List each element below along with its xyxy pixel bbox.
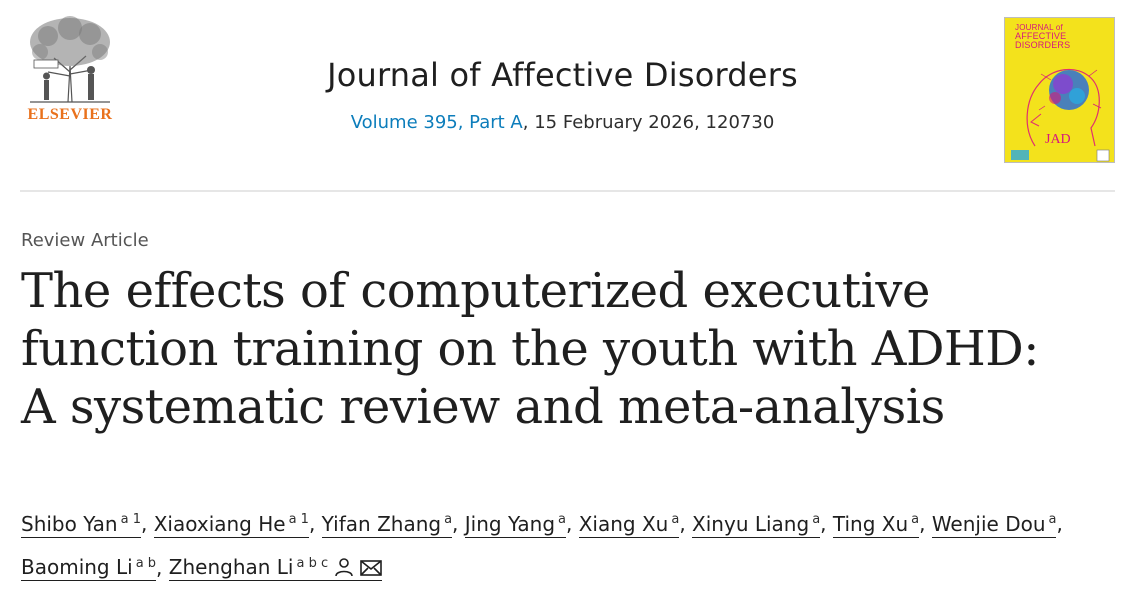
- issue-date-article-number: , 15 February 2026, 120730: [522, 112, 775, 133]
- author-name: Ting Xu: [832, 511, 909, 536]
- author-list: Shibo Yan a 1, Xiaoxiang He a 1, Yifan Zha…: [21, 500, 1131, 590]
- header-divider: [20, 190, 1115, 192]
- author-affiliation: a: [444, 512, 453, 527]
- author-affiliation: a b c: [296, 555, 329, 571]
- author-name: Xiang Xu: [578, 511, 669, 536]
- cover-artwork-icon: [1011, 68, 1110, 162]
- author-link-corresponding[interactable]: Zhenghan Li a b c: [168, 555, 383, 582]
- author-affiliation: a: [671, 512, 680, 527]
- author-affiliation: a: [812, 512, 821, 527]
- title-line: function training on the youth with ADHD…: [21, 321, 1039, 377]
- author-name: Shibo Yan: [21, 511, 118, 536]
- author-link[interactable]: Baoming Li a b: [21, 555, 157, 582]
- cover-badge: JAD: [1045, 132, 1071, 147]
- author-affiliation: a 1: [120, 512, 141, 527]
- elsevier-logo[interactable]: [20, 14, 120, 126]
- title-line: The effects of computerized executive: [21, 263, 930, 319]
- author-affiliation: a b: [135, 555, 157, 571]
- issue-link[interactable]: Volume 395, Part A: [350, 112, 523, 133]
- author-link[interactable]: Xiang Xu a: [578, 511, 680, 538]
- author-name: Jing Yang: [464, 511, 556, 536]
- author-affiliation: a: [1048, 512, 1057, 527]
- article-type: Review Article: [21, 230, 149, 251]
- issue-info: Volume 395, Part A, 15 February 2026, 12…: [200, 112, 925, 133]
- envelope-icon: [360, 551, 382, 590]
- person-icon: [334, 551, 354, 590]
- author-name: Baoming Li: [21, 555, 133, 580]
- publisher-wordmark: ELSEVIER: [27, 106, 113, 123]
- author-name: Yifan Zhang: [321, 511, 442, 536]
- cover-title-line1: JOURNAL of: [1015, 23, 1063, 32]
- author-link[interactable]: Ting Xu a: [832, 511, 920, 538]
- journal-title[interactable]: Journal of Affective Disorders: [327, 56, 798, 94]
- author-affiliation: a: [911, 512, 920, 527]
- author-link[interactable]: Shibo Yan a 1: [21, 511, 141, 538]
- cover-title-line2: AFFECTIVE DISORDERS: [1015, 31, 1071, 50]
- author-name: Xiaoxiang He: [153, 511, 286, 536]
- author-affiliation: a 1: [288, 512, 309, 527]
- author-link[interactable]: Jing Yang a: [464, 511, 567, 538]
- journal-header: ELSEVIER Journal of Affective Disorders …: [0, 0, 1143, 192]
- author-link[interactable]: Xiaoxiang He a 1: [153, 511, 309, 538]
- author-name: Xinyu Liang: [692, 511, 810, 536]
- author-link[interactable]: Wenjie Dou a: [931, 511, 1057, 538]
- journal-cover-thumbnail[interactable]: JOURNAL of AFFECTIVE DISORDERS JAD: [1004, 17, 1115, 163]
- article-title: The effects of computerized executive fu…: [21, 262, 1131, 436]
- author-link[interactable]: Xinyu Liang a: [692, 511, 821, 538]
- elsevier-tree-icon: [30, 16, 110, 103]
- author-affiliation: a: [558, 512, 567, 527]
- author-link[interactable]: Yifan Zhang a: [321, 511, 453, 538]
- cover-title: JOURNAL of AFFECTIVE DISORDERS: [1015, 23, 1114, 50]
- author-name: Wenjie Dou: [931, 511, 1046, 536]
- title-line: A systematic review and meta-analysis: [21, 379, 945, 435]
- author-name: Zhenghan Li: [168, 555, 294, 580]
